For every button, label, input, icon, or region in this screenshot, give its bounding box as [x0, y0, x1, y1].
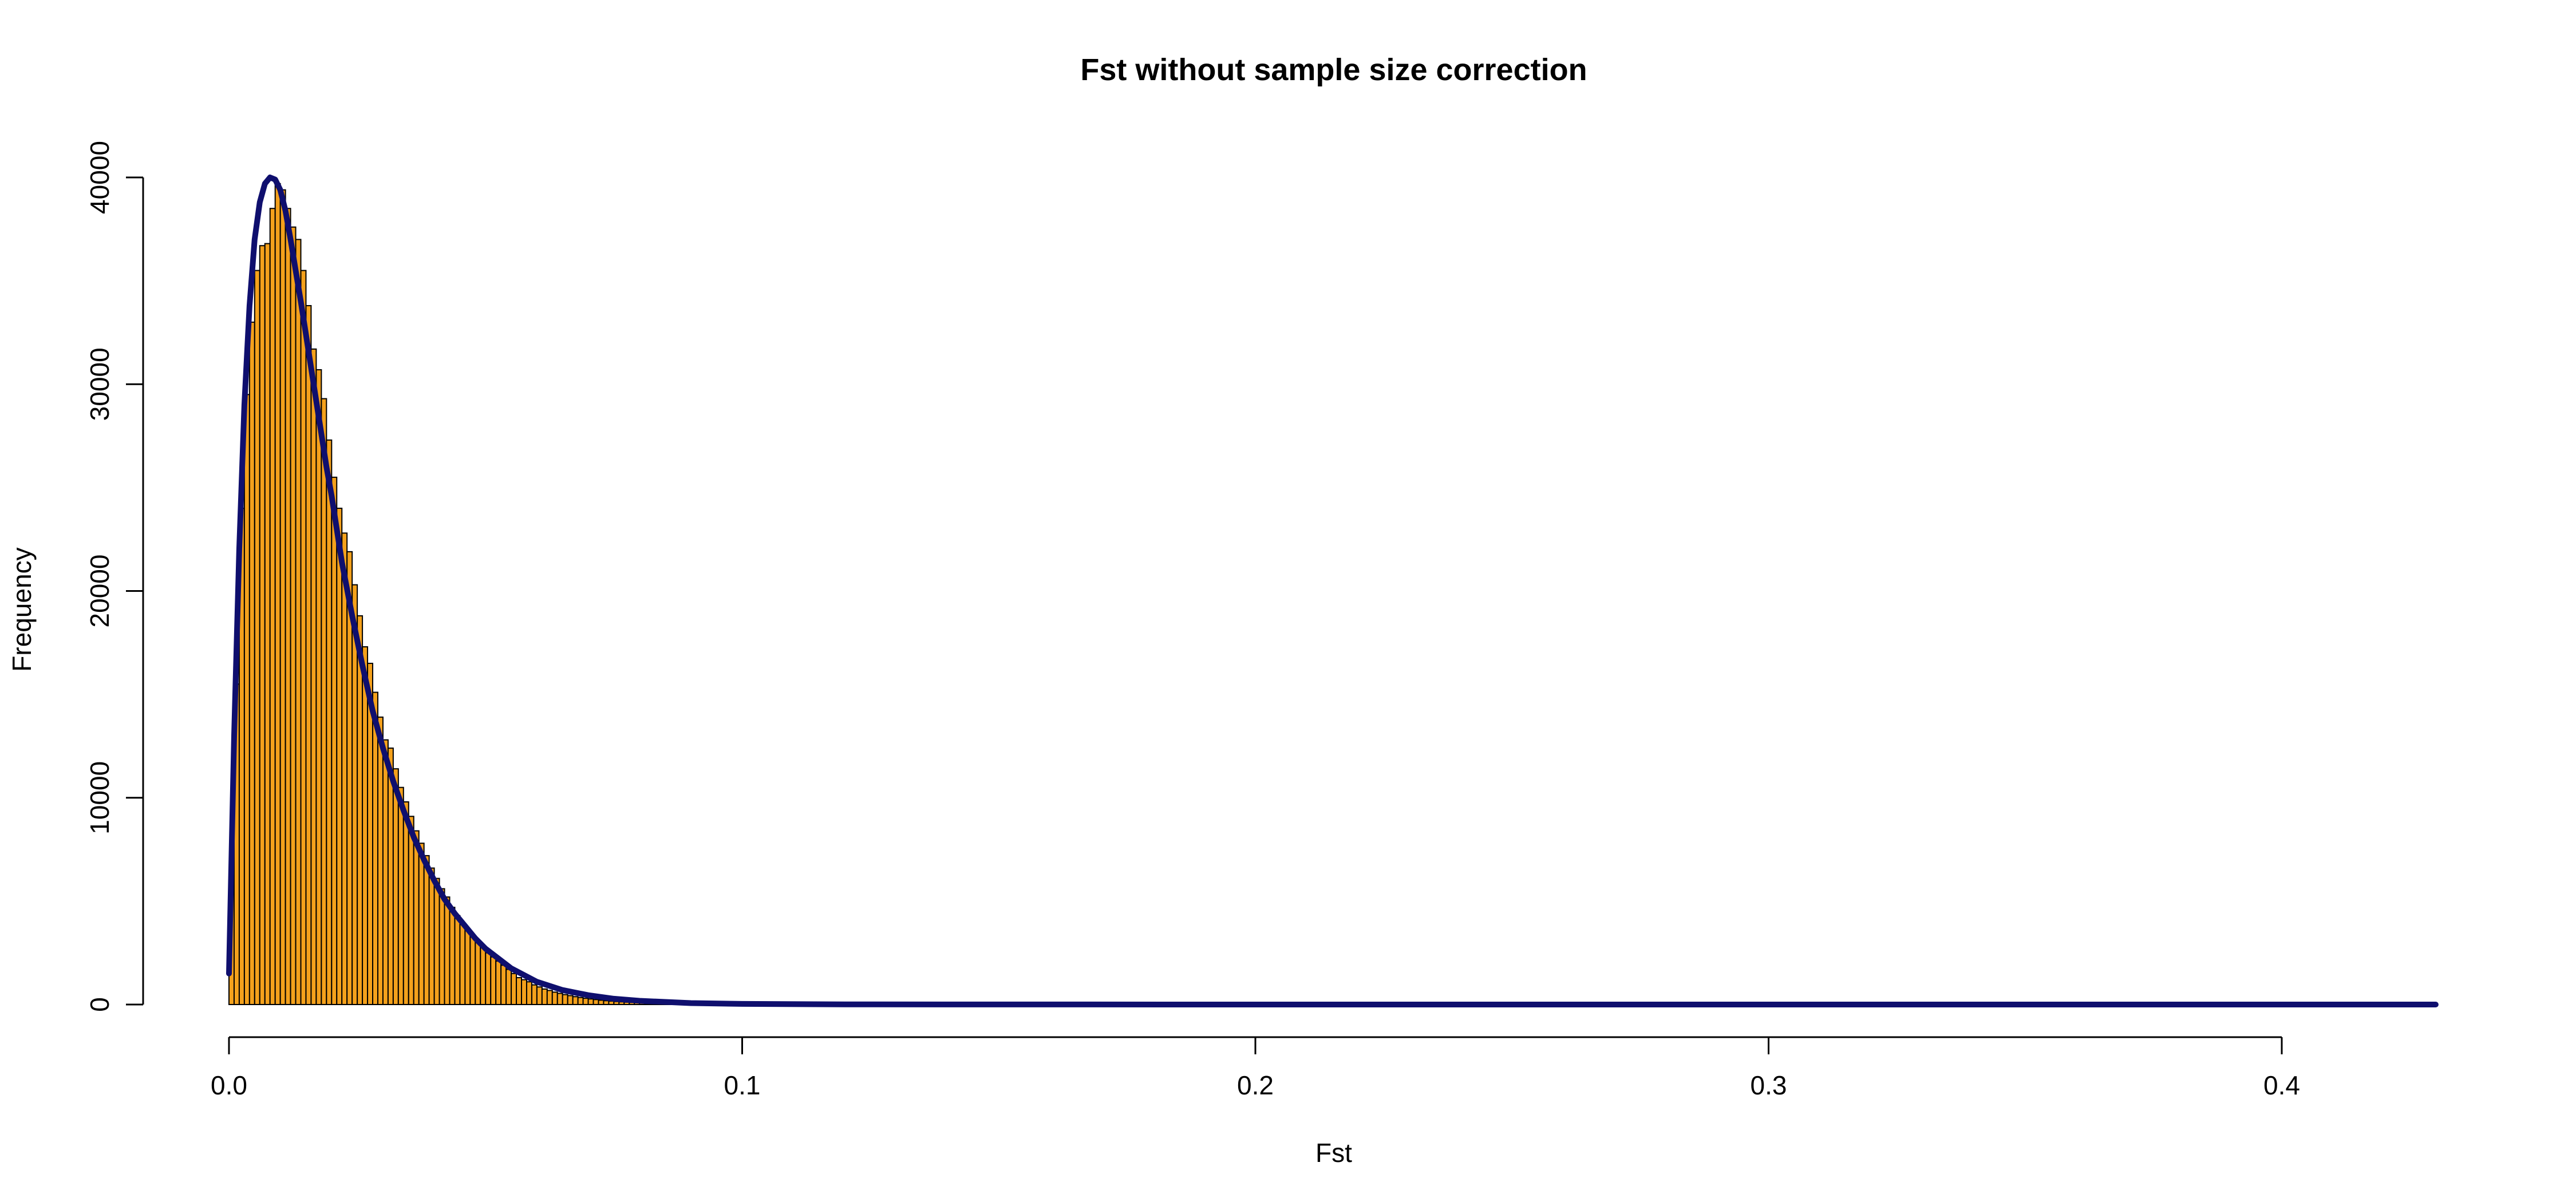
- y-tick-label: 0: [85, 997, 114, 1012]
- histogram-bar: [500, 964, 507, 1006]
- histogram-bar: [551, 991, 558, 1005]
- histogram-bar: [362, 646, 369, 1005]
- histogram-bar: [567, 995, 574, 1006]
- x-tick-label: 0.2: [1237, 1070, 1274, 1100]
- histogram-bar: [269, 208, 276, 1005]
- histogram-bar: [423, 855, 430, 1006]
- histogram-bar: [264, 243, 271, 1006]
- histogram-bar: [521, 979, 527, 1006]
- y-tick-label: 30000: [85, 347, 114, 421]
- x-tick-label: 0.4: [2263, 1070, 2300, 1100]
- histogram-bar: [572, 996, 579, 1005]
- histogram-bar: [377, 716, 384, 1006]
- histogram-bar: [326, 439, 333, 1005]
- histogram-bar: [531, 984, 538, 1006]
- chart-title: Fst without sample size correction: [1080, 53, 1587, 87]
- histogram-bar: [536, 986, 543, 1005]
- x-axis: 0.0 0.1 0.2 0.3 0.4: [211, 1036, 2300, 1100]
- histogram-bar: [279, 189, 286, 1005]
- histogram-bar: [259, 245, 266, 1005]
- histogram-bar: [475, 942, 481, 1005]
- histogram-bar: [321, 398, 327, 1005]
- y-tick-label: 20000: [85, 555, 114, 628]
- histogram-bar: [480, 946, 487, 1005]
- x-tick-label: 0.3: [1751, 1070, 1787, 1100]
- histogram-bar: [516, 977, 523, 1005]
- histogram-bar: [546, 990, 553, 1006]
- y-axis: 0 10000 20000 30000 40000: [85, 141, 144, 1012]
- histogram-bar: [290, 226, 297, 1006]
- y-axis-label: Frequency: [7, 547, 37, 671]
- histogram-bar: [305, 305, 312, 1005]
- histogram-bar: [341, 532, 348, 1005]
- histogram-bar: [603, 1000, 610, 1006]
- histogram-bars: [228, 183, 758, 1006]
- histogram-bar: [413, 830, 420, 1006]
- histogram-bar: [485, 952, 492, 1005]
- histogram-bar: [418, 843, 425, 1005]
- x-tick-label: 0.0: [211, 1070, 247, 1100]
- y-tick-label: 40000: [85, 141, 114, 214]
- histogram-bar: [397, 786, 404, 1005]
- histogram-bar: [495, 960, 502, 1005]
- histogram-bar: [331, 476, 338, 1005]
- histogram-bar: [454, 915, 461, 1005]
- histogram-bar: [613, 1001, 620, 1005]
- histogram-bar: [598, 999, 605, 1005]
- histogram-bar: [300, 270, 307, 1005]
- histogram-bar: [315, 369, 322, 1005]
- histogram-bar: [433, 877, 440, 1005]
- histogram-bar: [505, 968, 512, 1006]
- y-tick-label: 10000: [85, 761, 114, 835]
- histogram-bar: [490, 956, 497, 1005]
- histogram-bar: [464, 929, 471, 1005]
- histogram-bar: [285, 208, 291, 1005]
- histogram-bar: [310, 348, 317, 1005]
- histogram-bar: [577, 997, 584, 1006]
- histogram-bar: [382, 739, 389, 1005]
- histogram-bar: [469, 935, 476, 1005]
- histogram-bar: [336, 508, 343, 1005]
- histogram-bar: [541, 988, 548, 1005]
- x-tick-label: 0.1: [724, 1070, 761, 1100]
- x-axis-label: Fst: [1315, 1138, 1352, 1168]
- histogram-bar: [562, 994, 568, 1006]
- histogram-bar: [592, 999, 599, 1005]
- histogram-bar: [392, 768, 399, 1006]
- histogram-bar: [372, 691, 378, 1005]
- histogram-bar: [582, 998, 589, 1005]
- histogram-bar: [438, 888, 445, 1005]
- histogram-bar: [449, 907, 456, 1006]
- histogram-bar: [248, 321, 255, 1005]
- histogram-bar: [444, 896, 451, 1006]
- histogram-bar: [274, 183, 281, 1005]
- histogram-bar: [428, 867, 435, 1005]
- histogram-bar: [459, 923, 466, 1006]
- histogram-bar: [254, 270, 260, 1005]
- histogram-bar: [243, 394, 250, 1005]
- histogram-bar: [408, 816, 414, 1005]
- histogram-bar: [608, 1001, 615, 1006]
- histogram-bar: [587, 998, 594, 1005]
- histogram-bar: [556, 993, 563, 1006]
- histogram-bar: [402, 801, 409, 1005]
- histogram-bar: [295, 239, 302, 1005]
- fitted-density-curve: [226, 175, 2439, 1007]
- histogram-bar: [526, 981, 532, 1005]
- histogram-bar: [511, 972, 517, 1005]
